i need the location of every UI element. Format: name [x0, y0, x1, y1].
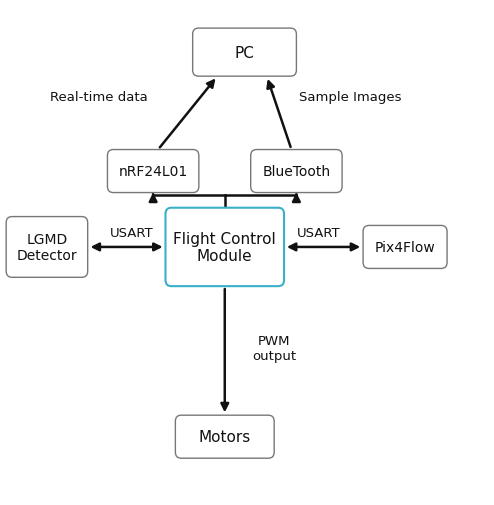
Text: USART: USART — [110, 227, 154, 240]
FancyBboxPatch shape — [193, 29, 296, 77]
Text: LGMD
Detector: LGMD Detector — [17, 232, 77, 263]
Text: USART: USART — [297, 227, 340, 240]
FancyBboxPatch shape — [175, 415, 274, 459]
FancyBboxPatch shape — [250, 150, 342, 193]
FancyBboxPatch shape — [363, 226, 447, 269]
FancyBboxPatch shape — [165, 208, 284, 287]
Text: PC: PC — [235, 45, 254, 61]
Text: BlueTooth: BlueTooth — [262, 165, 330, 179]
Text: Sample Images: Sample Images — [299, 90, 402, 104]
FancyBboxPatch shape — [6, 217, 87, 278]
FancyBboxPatch shape — [107, 150, 199, 193]
Text: nRF24L01: nRF24L01 — [119, 165, 188, 179]
Text: Pix4Flow: Pix4Flow — [375, 240, 435, 255]
Text: Real-time data: Real-time data — [50, 90, 148, 104]
Text: PWM
output: PWM output — [252, 334, 296, 363]
Text: Motors: Motors — [199, 429, 251, 444]
Text: Flight Control
Module: Flight Control Module — [173, 231, 276, 264]
